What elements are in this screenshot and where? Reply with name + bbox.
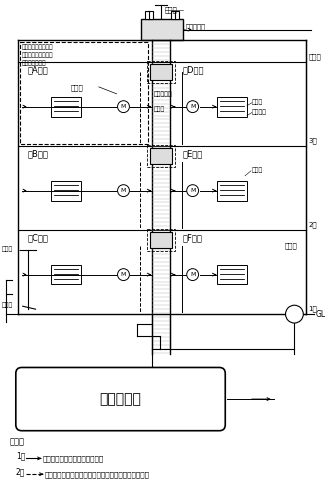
Text: GL: GL bbox=[315, 310, 325, 318]
Circle shape bbox=[187, 101, 199, 113]
Bar bbox=[171, 11, 179, 19]
Bar bbox=[147, 229, 175, 251]
Text: 3階: 3階 bbox=[308, 137, 317, 144]
Text: 通気管: 通気管 bbox=[2, 246, 13, 252]
Text: 印は、油の流れる方向を示す。: 印は、油の流れる方向を示す。 bbox=[42, 455, 104, 462]
Text: 供給管: 供給管 bbox=[154, 106, 165, 112]
Bar bbox=[217, 97, 247, 117]
Bar bbox=[217, 181, 247, 200]
Bar bbox=[150, 232, 172, 248]
Bar bbox=[141, 19, 183, 41]
Bar bbox=[147, 145, 175, 167]
Text: M: M bbox=[121, 272, 126, 277]
Text: 燃焼機器: 燃焼機器 bbox=[252, 109, 267, 115]
Circle shape bbox=[118, 185, 129, 197]
Text: 〈注〉: 〈注〉 bbox=[10, 438, 25, 447]
Text: 印は、油が過剰に供給された場合の掃還回路を示す。: 印は、油が過剰に供給された場合の掃還回路を示す。 bbox=[44, 471, 149, 478]
Text: M: M bbox=[190, 104, 195, 109]
Text: 中継タンク: 中継タンク bbox=[186, 23, 206, 30]
Circle shape bbox=[187, 185, 199, 197]
Circle shape bbox=[187, 269, 199, 281]
Text: 1．: 1． bbox=[16, 452, 25, 460]
Bar bbox=[52, 97, 81, 117]
Text: 専用タンク: 専用タンク bbox=[100, 392, 141, 406]
Text: 供給管: 供給管 bbox=[252, 168, 263, 173]
Text: （D室）: （D室） bbox=[183, 65, 204, 74]
Text: 注入口: 注入口 bbox=[2, 302, 13, 308]
Text: 戻り管: 戻り管 bbox=[71, 84, 84, 91]
Text: （B室）: （B室） bbox=[28, 149, 49, 158]
Text: M: M bbox=[190, 188, 195, 193]
Text: 2階: 2階 bbox=[308, 222, 317, 228]
Text: 戸別タンク: 戸別タンク bbox=[154, 92, 173, 97]
Bar bbox=[150, 148, 172, 164]
Text: （E室）: （E室） bbox=[183, 149, 203, 158]
Bar bbox=[147, 61, 175, 83]
Text: M: M bbox=[121, 188, 126, 193]
Text: M: M bbox=[121, 104, 126, 109]
FancyBboxPatch shape bbox=[16, 367, 225, 431]
Text: 通気管: 通気管 bbox=[165, 7, 178, 14]
Bar bbox=[145, 11, 153, 19]
Bar bbox=[20, 43, 148, 144]
Text: M: M bbox=[190, 272, 195, 277]
Circle shape bbox=[118, 269, 129, 281]
Text: 火災予防条例により
火気使用設備として
規制される部分: 火災予防条例により 火気使用設備として 規制される部分 bbox=[22, 45, 53, 66]
Text: 屋上階: 屋上階 bbox=[308, 54, 321, 60]
Bar bbox=[52, 181, 81, 200]
Circle shape bbox=[118, 101, 129, 113]
Text: （F室）: （F室） bbox=[183, 233, 203, 242]
Bar bbox=[217, 265, 247, 285]
Text: 流量計: 流量計 bbox=[252, 100, 263, 106]
Text: 2．: 2． bbox=[16, 467, 25, 476]
Bar bbox=[150, 64, 172, 80]
Text: （C室）: （C室） bbox=[28, 233, 49, 242]
Text: （A室）: （A室） bbox=[28, 65, 49, 74]
Circle shape bbox=[286, 305, 303, 323]
Text: 1階: 1階 bbox=[308, 305, 317, 312]
Text: ポンプ: ポンプ bbox=[285, 242, 297, 249]
Bar bbox=[52, 265, 81, 285]
